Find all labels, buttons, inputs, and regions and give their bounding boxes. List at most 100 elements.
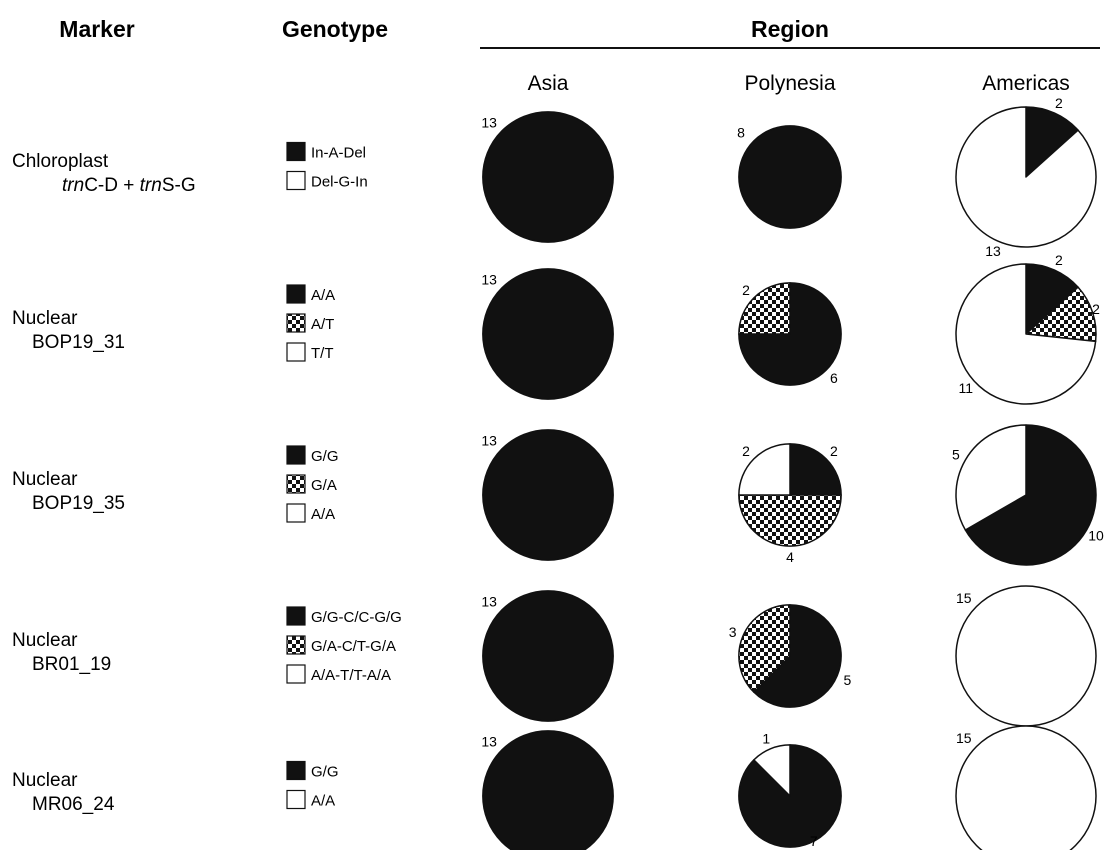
pie-count-label: 5 bbox=[952, 447, 960, 463]
pie-asia: 13 bbox=[481, 268, 614, 400]
marker-name-label: BR01_19 bbox=[32, 654, 111, 675]
pie-slice-t-t bbox=[955, 263, 1097, 405]
legend-label: T/T bbox=[311, 345, 334, 362]
pie-americas: 15 bbox=[955, 725, 1097, 850]
pie-count-label: 13 bbox=[481, 115, 497, 131]
marker-name-label: trnC-D + trnS-G bbox=[62, 175, 196, 196]
figure-rows: Chloroplast trnC-D + trnS-G In-A-Del Del-G-… bbox=[12, 95, 1104, 850]
pie-count-label: 2 bbox=[830, 443, 838, 459]
pie-slice-a-t bbox=[738, 282, 791, 335]
legend-label: In-A-Del bbox=[311, 145, 366, 162]
legend-label: G/G bbox=[311, 448, 339, 465]
legend-swatch-white bbox=[286, 342, 306, 362]
pie-slice-a-a bbox=[738, 443, 791, 496]
legend-swatch-white bbox=[286, 664, 306, 684]
pie-americas: 2 13 bbox=[955, 95, 1097, 259]
pie-count-label: 6 bbox=[830, 370, 838, 386]
pie-count-label: 2 bbox=[1055, 95, 1063, 111]
legend-swatch-white bbox=[286, 789, 306, 810]
pie-americas: 2 2 11 bbox=[955, 252, 1100, 405]
pie-count-label: 8 bbox=[737, 125, 745, 141]
pie-slice-in-a-del bbox=[482, 111, 614, 243]
pie-count-label: 13 bbox=[985, 243, 1001, 259]
legend-swatch-black bbox=[286, 141, 306, 162]
pie-count-label: 2 bbox=[742, 282, 750, 298]
legend-label: A/A bbox=[311, 287, 335, 304]
pie-asia: 13 bbox=[481, 730, 614, 850]
pie-count-label: 5 bbox=[843, 672, 851, 688]
legend-swatch-white bbox=[286, 170, 306, 191]
pie-slice-a-a-t-t-a-a bbox=[955, 585, 1097, 727]
pie-polynesia: 2 4 2 bbox=[738, 443, 842, 565]
pie-polynesia: 53 bbox=[729, 604, 851, 708]
pie-count-label: 13 bbox=[481, 272, 497, 288]
pie-slice-g-a bbox=[738, 494, 842, 547]
marker-header: Marker bbox=[59, 16, 134, 42]
pie-slice-a-a bbox=[1025, 263, 1079, 335]
pie-slice-in-a-del bbox=[1025, 106, 1079, 178]
pie-slice-g-g-c-c-g-g bbox=[482, 590, 614, 722]
pie-slice-a-a bbox=[955, 424, 1027, 531]
region-header: Region bbox=[751, 16, 829, 42]
pie-slice-g-g bbox=[789, 443, 842, 496]
marker-type-label: Nuclear bbox=[12, 630, 78, 651]
legend-label: G/G bbox=[311, 764, 339, 781]
legend-label: G/A-C/T-G/A bbox=[311, 638, 396, 655]
legend-swatch-black bbox=[286, 284, 306, 304]
pie-count-label: 11 bbox=[959, 380, 974, 396]
pie-asia: 13 bbox=[481, 111, 614, 243]
pie-americas: 10 5 bbox=[952, 424, 1104, 566]
pie-slice-a-a bbox=[753, 744, 791, 797]
legend-label: G/A bbox=[311, 477, 337, 494]
legend-label: G/G-C/C-G/G bbox=[311, 609, 402, 626]
pie-slice-g-g bbox=[482, 429, 614, 561]
legend-swatch-black bbox=[286, 606, 306, 626]
pie-count-label: 7 bbox=[810, 833, 818, 849]
pie-count-label: 13 bbox=[481, 734, 497, 750]
legend-label: Del-G-In bbox=[311, 174, 368, 191]
legend-swatch-black bbox=[286, 760, 306, 781]
pie-count-label: 10 bbox=[1088, 528, 1104, 544]
pie-slice-a-a bbox=[482, 268, 614, 400]
legend-swatch-checker bbox=[286, 635, 306, 655]
marker-name-label: BOP19_35 bbox=[32, 493, 125, 514]
marker-type-label: Nuclear bbox=[12, 308, 78, 329]
legend-label: A/A-T/T-A/A bbox=[311, 667, 391, 684]
marker-type-label: Chloroplast bbox=[12, 151, 109, 172]
pie-asia: 13 bbox=[481, 590, 614, 722]
pie-slice-in-a-del bbox=[738, 125, 842, 229]
pie-count-label: 13 bbox=[481, 594, 497, 610]
pie-slice-a-t bbox=[1025, 286, 1097, 343]
pie-polynesia: 71 bbox=[738, 731, 842, 849]
region-label-polynesia: Polynesia bbox=[744, 72, 835, 95]
pie-count-label: 1 bbox=[762, 731, 770, 747]
pie-count-label: 2 bbox=[1092, 301, 1100, 317]
legend-label: A/A bbox=[311, 506, 335, 523]
pie-slice-g-g bbox=[964, 424, 1097, 566]
legend-swatch-checker bbox=[286, 313, 306, 333]
pie-slice-a-a bbox=[955, 725, 1097, 850]
pie-count-label: 2 bbox=[1055, 252, 1063, 268]
legend-label: A/A bbox=[311, 793, 335, 810]
marker-type-label: Nuclear bbox=[12, 469, 78, 490]
pie-slice-g-g bbox=[738, 744, 842, 848]
pie-slice-del-g-in bbox=[955, 106, 1097, 248]
pie-count-label: 15 bbox=[956, 590, 972, 606]
pie-count-label: 2 bbox=[742, 443, 750, 459]
pie-count-label: 4 bbox=[786, 549, 794, 565]
legend-label: A/T bbox=[311, 316, 334, 333]
pie-count-label: 13 bbox=[481, 433, 497, 449]
pie-count-label: 3 bbox=[729, 624, 737, 640]
pie-slice-g-g-c-c-g-g bbox=[753, 604, 842, 708]
region-label-asia: Asia bbox=[528, 72, 569, 95]
region-label-americas: Americas bbox=[982, 72, 1070, 95]
marker-type-label: Nuclear bbox=[12, 770, 78, 791]
pie-slice-g-g bbox=[482, 730, 614, 850]
genotype-header: Genotype bbox=[282, 16, 388, 42]
row-bop19-35: Nuclear BOP19_35 G/G G/A A/A 13 2 4 2 10 5 bbox=[12, 424, 1104, 566]
pie-asia: 13 bbox=[481, 429, 614, 561]
marker-name-label: MR06_24 bbox=[32, 794, 115, 815]
pie-americas: 15 bbox=[955, 585, 1097, 727]
